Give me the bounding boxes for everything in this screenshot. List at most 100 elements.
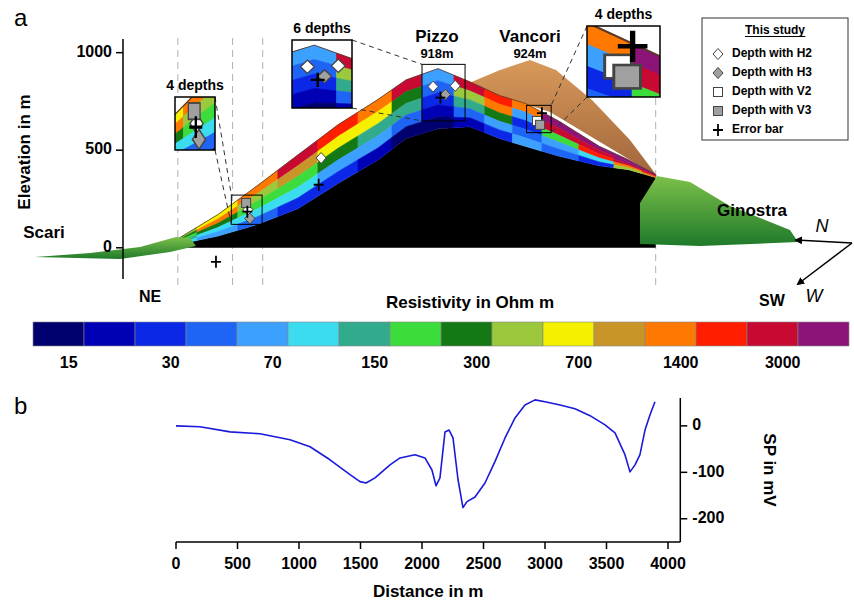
colorbar-tick-label: 1400 <box>663 354 699 371</box>
x-tick-label: 500 <box>224 555 251 572</box>
background <box>0 0 854 608</box>
direction-label: SW <box>759 292 786 309</box>
inset-connector <box>215 150 231 224</box>
colorbar-swatch <box>696 322 747 346</box>
marker-diamond <box>713 68 723 79</box>
resistivity-cell <box>485 124 513 143</box>
peak-name: Vancori <box>499 27 560 46</box>
colorbar-swatch <box>33 322 84 346</box>
marker-diamond <box>713 49 723 60</box>
legend-label: Error bar <box>732 122 784 136</box>
inset-view <box>0 45 618 284</box>
y-tick <box>680 472 687 474</box>
y-tick-label: -200 <box>692 509 724 526</box>
resistivity-cell <box>642 171 656 177</box>
x-tick-label: 1000 <box>281 555 317 572</box>
x-tick <box>544 542 546 549</box>
y-axis-title: SP in mV <box>760 433 779 507</box>
y-tick <box>116 247 123 249</box>
legend: This studyDepth with H2Depth with H3Dept… <box>702 18 848 140</box>
compass-label: W <box>806 286 825 306</box>
panel-letter: b <box>14 392 27 419</box>
colorbar-swatch <box>543 322 594 346</box>
legend-title: This study <box>745 23 805 37</box>
colorbar-swatch <box>594 322 645 346</box>
marker-diamond <box>245 213 255 224</box>
colorbar-swatch <box>645 322 696 346</box>
figure: a4 depths6 depths4 depths05001000Elevati… <box>0 0 854 608</box>
resistivity-cell <box>318 160 358 196</box>
colorbar-tick-label: 150 <box>361 354 388 371</box>
x-tick-label: 0 <box>172 555 181 572</box>
x-tick-label: 3500 <box>589 555 625 572</box>
y-axis <box>122 39 124 279</box>
marker-diamond <box>450 80 460 91</box>
reference-line <box>232 38 233 286</box>
inset-frame <box>587 26 660 97</box>
resistivity-cell <box>542 143 579 161</box>
colorbar-tick-label: 300 <box>463 354 490 371</box>
inset <box>0 0 854 448</box>
compass-arrow <box>798 243 852 284</box>
y-axis-title: Elevation in m <box>15 94 34 209</box>
reference-line <box>262 38 263 286</box>
marker-diamond <box>428 81 438 92</box>
direction-label: NE <box>139 288 162 305</box>
colorbar-tick-label: 3000 <box>765 354 801 371</box>
colorbar-swatch <box>84 322 135 346</box>
y-tick <box>680 425 687 427</box>
sp-line <box>176 400 655 508</box>
colorbar-title: Resistivity in Ohm m <box>386 293 554 312</box>
x-tick <box>606 542 608 549</box>
terrain-right <box>640 176 798 246</box>
error-bar <box>314 179 324 191</box>
colorbar-swatch <box>492 322 543 346</box>
y-tick-label: 0 <box>692 416 701 433</box>
legend-label: Depth with V2 <box>732 84 812 98</box>
error-bar <box>435 92 445 104</box>
y-tick <box>116 52 123 54</box>
colorbar-tick-label: 30 <box>162 354 180 371</box>
resistivity-cell <box>454 117 485 132</box>
inset-source <box>422 64 465 121</box>
marker-square <box>714 107 723 116</box>
x-tick <box>237 542 239 549</box>
resistivity-cell <box>197 224 238 240</box>
colorbar-swatch <box>798 322 849 346</box>
surface-line <box>176 69 656 240</box>
section-base <box>176 127 656 248</box>
place-label: Ginostra <box>717 201 787 220</box>
error-bar <box>713 124 723 136</box>
y-tick-label: -100 <box>692 463 724 480</box>
compass-label: N <box>816 216 830 236</box>
inset-label: 6 depths <box>293 20 351 36</box>
place-label: Scari <box>23 223 65 242</box>
x-tick-label: 1500 <box>343 555 379 572</box>
legend-frame <box>702 18 848 140</box>
colorbar-swatch <box>747 322 798 346</box>
inset-label: 4 depths <box>595 6 653 22</box>
colorbar-swatch <box>237 322 288 346</box>
legend-label: Depth with V3 <box>732 103 812 117</box>
colorbar-swatch <box>390 322 441 346</box>
peak-elevation: 924m <box>513 46 546 61</box>
marker-square <box>714 88 723 97</box>
resistivity-cell <box>358 137 392 171</box>
legend-label: Depth with H2 <box>732 46 812 60</box>
inset <box>0 40 618 285</box>
colorbar-swatch <box>288 322 339 346</box>
colorbar-tick-label: 700 <box>565 354 592 371</box>
resistivity-cell <box>422 117 454 134</box>
x-axis <box>176 541 680 543</box>
x-tick-label: 4000 <box>650 555 686 572</box>
y-axis <box>680 398 682 542</box>
x-tick <box>360 542 362 549</box>
inset-frame <box>292 40 352 108</box>
x-tick <box>421 542 423 549</box>
inset-view <box>0 0 854 448</box>
section <box>176 69 656 268</box>
colorbar-tick-label: 15 <box>60 354 78 371</box>
x-tick <box>175 542 177 549</box>
x-tick-label: 2000 <box>404 555 440 572</box>
inset-source <box>231 195 262 224</box>
